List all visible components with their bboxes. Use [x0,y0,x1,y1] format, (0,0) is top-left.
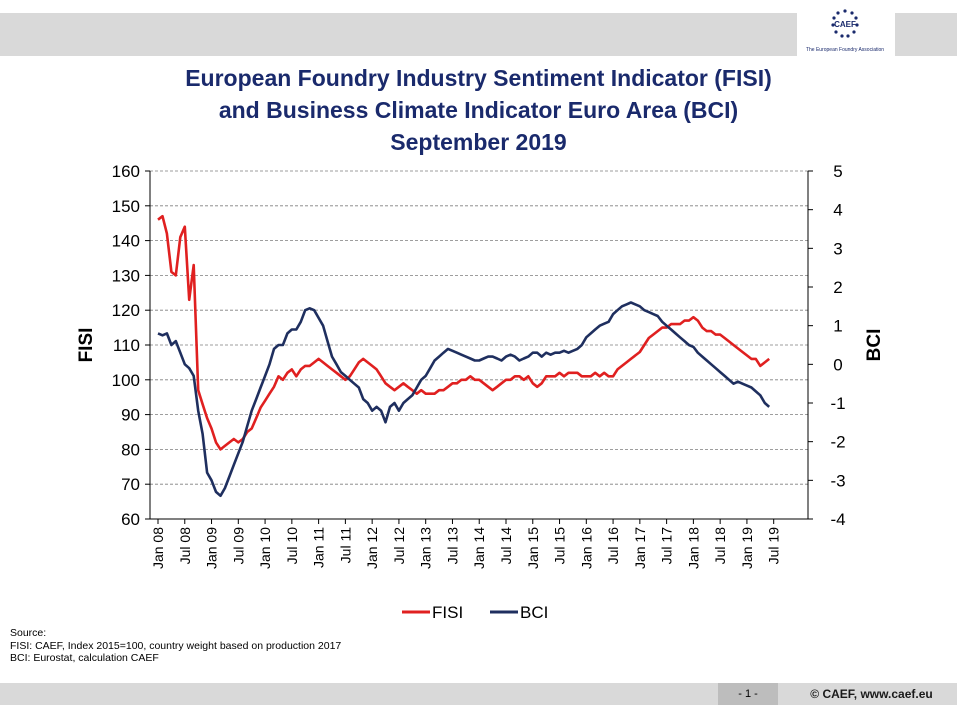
source-note: Source: FISI: CAEF, Index 2015=100, coun… [10,627,341,665]
left-tick-label: 150 [112,197,140,216]
left-tick-label: 60 [121,510,140,529]
header-band-left [0,13,797,56]
caef-logo: CAEF [831,9,859,38]
legend-label-bci: BCI [520,603,548,622]
header-band-right [895,13,957,56]
right-tick-label: -2 [830,433,845,452]
series-bci-line [157,301,771,498]
x-tick-label: Jan 12 [364,527,380,569]
left-axis-title: FISI [76,328,97,363]
x-tick-label: Jul 16 [605,527,621,565]
source-fisi: FISI: CAEF, Index 2015=100, country weig… [10,639,342,652]
left-tick-label: 130 [112,266,140,285]
source-bci: BCI: Eurostat, calculation CAEF [10,652,159,664]
left-tick-label: 140 [112,232,140,251]
source-label: Source: [10,627,47,639]
x-tick-label: Jan 09 [204,527,220,569]
x-tick-label: Jan 10 [257,527,273,569]
legend-label-fisi: FISI [432,603,463,622]
x-tick-label: Jul 14 [498,527,514,565]
left-tick-label: 80 [121,440,140,459]
title-line-2: and Business Climate Indicator Euro Area… [218,97,739,123]
x-tick-label: Jul 18 [712,527,728,565]
x-tick-label: Jan 16 [578,527,594,569]
x-tick-label: Jan 14 [471,527,487,569]
right-tick-label: 2 [833,278,842,297]
left-tick-label: 70 [121,475,140,494]
x-tick-label: Jul 09 [230,527,246,565]
right-tick-label: -1 [830,394,845,413]
right-axis-title: BCI [864,329,885,362]
x-tick-label: Jan 11 [311,527,327,568]
footer-band [0,683,957,705]
x-tick-label: Jan 18 [685,527,701,569]
title-line-1: European Foundry Industry Sentiment Indi… [185,65,772,91]
right-tick-label: 3 [833,239,842,258]
left-tick-label: 110 [113,336,140,355]
left-tick-label: 120 [112,301,140,320]
copyright: © CAEF, www.caef.eu [810,687,933,701]
right-tick-label: 0 [833,355,842,374]
x-tick-label: Jul 17 [659,527,675,565]
x-tick-label: Jul 08 [177,527,193,565]
x-tick-label: Jan 19 [739,527,755,569]
right-tick-label: 4 [833,201,842,220]
x-tick-label: Jan 15 [525,527,541,569]
right-tick-label: -4 [830,510,845,529]
left-tick-label: 90 [121,406,140,425]
x-tick-label: Jul 11 [337,527,353,564]
logo-subtitle: The European Foundry Association [805,47,885,53]
right-tick-label: 1 [833,317,842,336]
title-line-3: September 2019 [390,129,567,155]
page-number: - 1 - [718,683,778,705]
logo-text: CAEF [834,20,856,29]
x-tick-label: Jul 15 [552,527,568,565]
left-tick-label: 160 [112,162,140,181]
x-tick-label: Jul 19 [766,527,782,565]
x-tick-label: Jul 13 [444,527,460,565]
chart-title: European Foundry Industry Sentiment Indi… [100,62,857,158]
right-tick-label: -3 [830,471,845,490]
x-tick-label: Jan 17 [632,527,648,569]
x-tick-label: Jan 13 [418,527,434,569]
right-tick-label: 5 [833,162,842,181]
x-tick-label: Jan 08 [150,527,166,569]
x-tick-label: Jul 10 [284,527,300,565]
left-tick-label: 100 [112,371,140,390]
x-tick-label: Jul 12 [391,527,407,565]
